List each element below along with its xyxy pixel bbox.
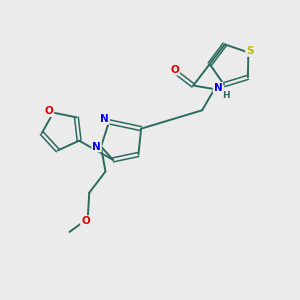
Text: N: N bbox=[214, 82, 222, 93]
Text: N: N bbox=[100, 114, 109, 124]
Text: H: H bbox=[222, 91, 230, 100]
Text: S: S bbox=[246, 46, 253, 56]
Text: O: O bbox=[45, 106, 53, 116]
Text: O: O bbox=[81, 216, 90, 226]
Text: O: O bbox=[170, 65, 179, 75]
Text: N: N bbox=[92, 142, 101, 152]
